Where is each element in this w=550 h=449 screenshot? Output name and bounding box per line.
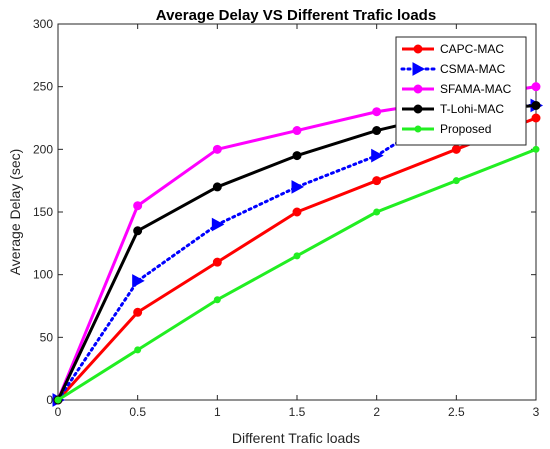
data-point-marker bbox=[292, 126, 302, 136]
data-point-marker bbox=[212, 144, 222, 154]
data-point-marker bbox=[293, 252, 301, 260]
data-point-marker bbox=[133, 201, 143, 211]
x-axis-label: Different Trafic loads bbox=[232, 430, 360, 446]
y-axis-label: Average Delay (sec) bbox=[7, 149, 23, 276]
legend-label: CAPC-MAC bbox=[440, 42, 504, 56]
data-point-marker bbox=[292, 207, 302, 217]
data-point-marker bbox=[132, 274, 145, 288]
data-point-marker bbox=[211, 217, 225, 232]
data-point-marker bbox=[413, 84, 423, 94]
x-tick-label: 2 bbox=[373, 405, 380, 419]
data-point-marker bbox=[372, 176, 382, 186]
legend: CAPC-MAC CSMA-MAC SFAMA-MAC T-Lohi-MAC Propo… bbox=[395, 36, 527, 146]
x-tick-label: 0.5 bbox=[129, 405, 146, 419]
data-point-marker bbox=[291, 180, 305, 194]
legend-label: SFAMA-MAC bbox=[440, 82, 512, 96]
data-point-marker bbox=[373, 208, 381, 216]
data-point-marker bbox=[532, 145, 540, 153]
data-point-marker bbox=[531, 82, 541, 92]
x-tick-label: 2.5 bbox=[448, 405, 465, 419]
y-tick-label: 100 bbox=[33, 268, 53, 282]
x-tick-label: 3 bbox=[533, 405, 540, 419]
data-point-marker bbox=[134, 346, 142, 354]
data-point-marker bbox=[531, 113, 541, 123]
legend-label: CSMA-MAC bbox=[440, 62, 506, 76]
data-point-marker bbox=[451, 144, 461, 154]
data-point-marker bbox=[212, 182, 222, 192]
y-tick-label: 250 bbox=[33, 80, 53, 94]
data-point-marker bbox=[414, 125, 422, 133]
data-point-marker bbox=[531, 100, 541, 110]
chart-title: Average Delay VS Different Trafic loads bbox=[156, 7, 436, 24]
legend-label: T-Lohi-MAC bbox=[440, 102, 504, 116]
x-tick-label: 0 bbox=[55, 405, 62, 419]
data-point-marker bbox=[212, 257, 222, 267]
data-point-marker bbox=[292, 151, 302, 161]
data-point-marker bbox=[412, 62, 426, 76]
x-tick-label: 1.5 bbox=[289, 405, 306, 419]
data-point-marker bbox=[213, 296, 221, 304]
data-point-marker bbox=[413, 44, 423, 54]
data-point-marker bbox=[372, 126, 382, 136]
y-tick-label: 150 bbox=[33, 205, 53, 219]
data-point-marker bbox=[413, 104, 423, 114]
y-tick-label: 50 bbox=[40, 330, 54, 344]
y-tick-label: 300 bbox=[33, 17, 53, 31]
legend-label: Proposed bbox=[440, 122, 491, 136]
data-point-marker bbox=[54, 396, 62, 404]
data-point-marker bbox=[371, 148, 384, 163]
y-tick-label: 200 bbox=[33, 142, 53, 156]
data-point-marker bbox=[452, 177, 460, 185]
x-tick-label: 1 bbox=[214, 405, 221, 419]
data-point-marker bbox=[133, 226, 143, 236]
y-tick-label: 0 bbox=[46, 393, 53, 407]
series-proposed bbox=[54, 145, 540, 404]
data-point-marker bbox=[372, 107, 382, 117]
data-point-marker bbox=[133, 307, 143, 317]
